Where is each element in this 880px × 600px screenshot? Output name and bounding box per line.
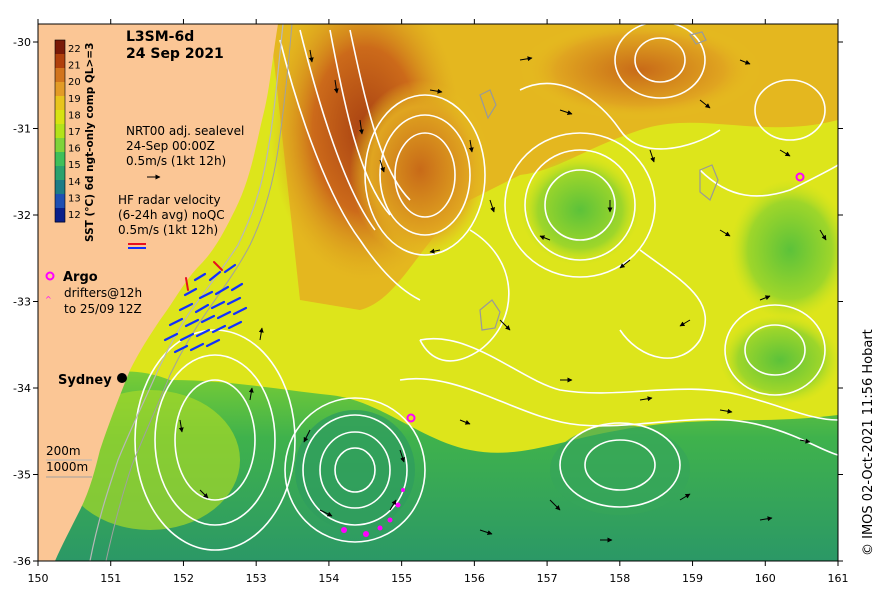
hf-radar-red-arrows bbox=[185, 261, 223, 291]
colorbar: 22 21 20 19 18 17 16 15 14 13 12 SST (°C) 6d ngt-on… bbox=[54, 39, 96, 242]
island-1 bbox=[479, 299, 501, 331]
colorbar-tick-label: 15 bbox=[68, 160, 81, 171]
colorbar-segment bbox=[55, 96, 65, 111]
y-tick-label: -36 bbox=[13, 555, 31, 568]
colorbar-segment bbox=[55, 82, 65, 97]
island-2 bbox=[699, 164, 719, 201]
island-4 bbox=[479, 89, 497, 120]
product-date: 24 Sep 2021 bbox=[126, 46, 224, 62]
x-axis: 150 151 152 153 154 155 156 157 158 159 160 161 bbox=[28, 19, 849, 585]
x-tick-label: 153 bbox=[246, 572, 267, 585]
product-title: L3SM-6d bbox=[126, 29, 194, 45]
x-tick-label: 150 bbox=[28, 572, 49, 585]
cool-south bbox=[38, 371, 838, 561]
credit-text: © IMOS 02-Oct-2021 11:56 Hobart bbox=[861, 329, 876, 556]
warm-eddy bbox=[350, 80, 490, 260]
plot-frame bbox=[37, 23, 839, 562]
isobath-label-1000: 1000m bbox=[46, 460, 88, 474]
colorbar-segment bbox=[55, 194, 65, 209]
colorbar-segment bbox=[55, 68, 65, 83]
colorbar-tick-label: 14 bbox=[68, 177, 81, 188]
hfradar-legend-3: 0.5m/s (1kt 12h) bbox=[118, 223, 218, 237]
cold-eddy-east bbox=[550, 425, 690, 515]
x-tick-label: 160 bbox=[755, 572, 776, 585]
cool-eddy-3 bbox=[720, 315, 838, 405]
x-tick-label: 154 bbox=[318, 572, 339, 585]
x-tick-label: 161 bbox=[828, 572, 849, 585]
cool-eddy-2 bbox=[730, 180, 838, 320]
colorbar-segment bbox=[55, 124, 65, 139]
colorbar-segment bbox=[55, 40, 65, 55]
isobath-label-200: 200m bbox=[46, 444, 81, 458]
x-tick-label: 151 bbox=[100, 572, 121, 585]
colorbar-tick-label: 13 bbox=[68, 193, 81, 204]
colorbar-segment bbox=[55, 110, 65, 125]
warm-northeast bbox=[520, 24, 760, 120]
drifter-legend-icon: ^ bbox=[45, 295, 52, 304]
colorbar-segment bbox=[55, 166, 65, 181]
sealevel-legend-2: 24-Sep 00:00Z bbox=[126, 139, 215, 153]
y-tick-label: -34 bbox=[13, 382, 31, 395]
y-axis: -30 -31 -32 -33 -34 -35 -36 bbox=[13, 36, 843, 568]
isobath-200m bbox=[89, 24, 284, 561]
x-tick-label: 158 bbox=[609, 572, 630, 585]
hfradar-legend-1: HF radar velocity bbox=[118, 193, 221, 207]
y-tick-label: -32 bbox=[13, 209, 31, 222]
colorbar-tick-label: 20 bbox=[68, 77, 81, 88]
colorbar-segment bbox=[55, 152, 65, 167]
x-tick-label: 152 bbox=[173, 572, 194, 585]
colorbar-segment bbox=[55, 138, 65, 153]
ocean-field bbox=[38, 24, 838, 561]
sealevel-legend-3: 0.5m/s (1kt 12h) bbox=[126, 154, 226, 168]
colorbar-tick-label: 16 bbox=[68, 144, 81, 155]
x-tick-label: 159 bbox=[682, 572, 703, 585]
colorbar-tick-label: 17 bbox=[68, 127, 81, 138]
colorbar-frame bbox=[54, 39, 66, 223]
colorbar-label: SST (°C) 6d ngt-only comp QL>=3 bbox=[84, 43, 96, 242]
hf-radar-arrows bbox=[163, 263, 248, 354]
cool-eddy-1 bbox=[520, 155, 640, 265]
y-tick-label: -30 bbox=[13, 36, 31, 49]
colorbar-tick-label: 18 bbox=[68, 110, 81, 121]
x-tick-label: 156 bbox=[464, 572, 485, 585]
drifter-legend-1: drifters@12h bbox=[64, 286, 142, 300]
x-tick-label: 157 bbox=[537, 572, 558, 585]
x-tick-label: 155 bbox=[391, 572, 412, 585]
y-tick-label: -33 bbox=[13, 296, 31, 309]
drifter-track bbox=[341, 488, 405, 537]
y-tick-label: -31 bbox=[13, 123, 31, 136]
colorbar-tick-label: 22 bbox=[68, 44, 81, 55]
city-label: Sydney bbox=[58, 373, 112, 388]
cold-core-eddy bbox=[295, 410, 415, 530]
island-3 bbox=[689, 31, 707, 45]
land-australia bbox=[38, 24, 278, 561]
isobath-1000m bbox=[105, 24, 293, 561]
y-tick-label: -35 bbox=[13, 469, 31, 482]
argo-label: Argo bbox=[63, 270, 98, 285]
argo-float bbox=[795, 172, 805, 182]
colorbar-tick-label: 12 bbox=[68, 210, 81, 221]
argo-legend-icon bbox=[45, 271, 55, 281]
sealevel-legend-1: NRT00 adj. sealevel bbox=[126, 124, 244, 138]
sealevel-contours bbox=[134, 24, 838, 551]
colorbar-segment bbox=[55, 54, 65, 69]
drifter-legend-2: to 25/09 12Z bbox=[64, 302, 142, 316]
hfradar-legend-2: (6-24h avg) noQC bbox=[118, 208, 225, 222]
colorbar-segment bbox=[55, 180, 65, 195]
colorbar-segment bbox=[55, 208, 65, 223]
argo-float bbox=[406, 413, 416, 423]
velocity-arrows bbox=[178, 49, 827, 543]
colorbar-tick-label: 21 bbox=[68, 61, 81, 72]
sydney-marker bbox=[117, 373, 127, 383]
colorbar-tick-label: 19 bbox=[68, 94, 81, 105]
